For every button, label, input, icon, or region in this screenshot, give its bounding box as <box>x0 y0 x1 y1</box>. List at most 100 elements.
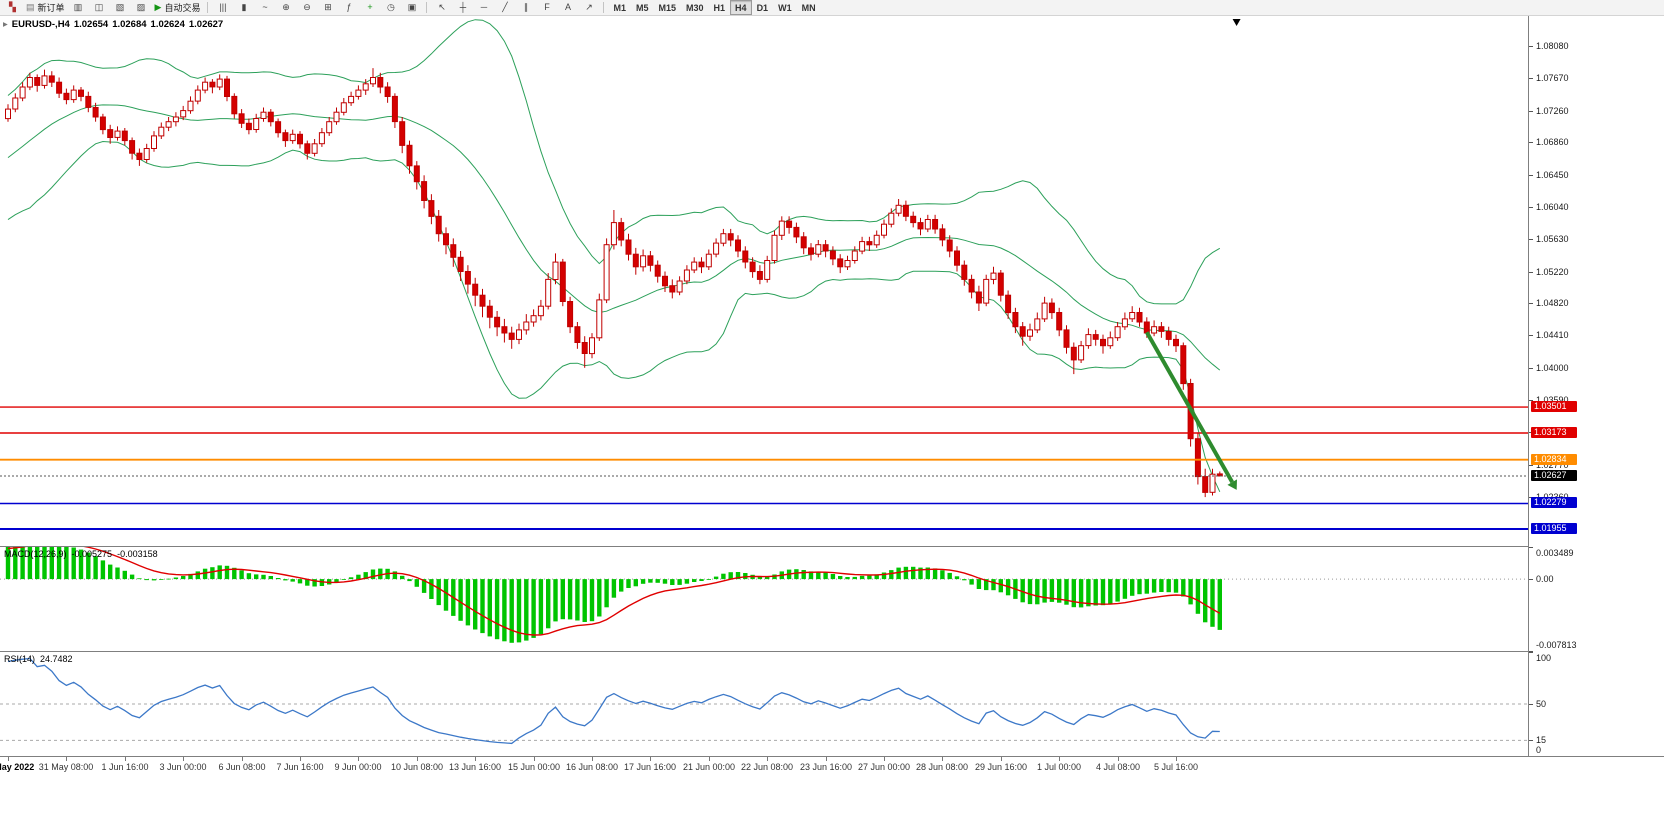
terminal-icon[interactable]: ▨ <box>131 0 152 15</box>
candle-body <box>209 81 216 88</box>
chart-shift-marker[interactable] <box>1232 19 1241 26</box>
cursor-icon[interactable]: ↖ <box>431 0 452 15</box>
candle-body <box>713 242 720 255</box>
zoom-in-icon[interactable]: ⊕ <box>275 0 296 15</box>
macd-name: MACD(12,26,9) <box>4 549 67 559</box>
channel-icon[interactable]: ∥ <box>515 0 536 15</box>
timeframe-m15[interactable]: M15 <box>658 2 677 13</box>
rsi-scale-label: 100 <box>1536 653 1552 663</box>
market-watch-icon[interactable]: ▥ <box>68 0 89 15</box>
candle-body <box>559 261 566 303</box>
templates-icon-glyph: ▣ <box>407 2 417 12</box>
candle-body <box>34 77 41 86</box>
toolbar-separator <box>207 2 209 13</box>
candle-body <box>705 253 712 268</box>
zoom-out-icon[interactable]: ⊖ <box>296 0 317 15</box>
trendline-icon[interactable]: ╱ <box>494 0 515 15</box>
price-badge: 1.01955 <box>1531 523 1577 534</box>
candle-body <box>1027 329 1033 337</box>
price-scale-label: 1.07260 <box>1536 106 1569 116</box>
new-order-button-glyph: ▤ <box>26 2 35 12</box>
auto-trading-button[interactable]: ▶ 自动交易 <box>152 0 204 15</box>
price-chart-canvas[interactable] <box>0 16 1528 546</box>
scale-tick <box>1529 400 1533 401</box>
timeframe-m1[interactable]: M1 <box>613 2 626 13</box>
periods-icon[interactable]: ◷ <box>380 0 401 15</box>
arrow-tool-icon[interactable]: ↗ <box>578 0 599 15</box>
candle-body <box>859 241 866 252</box>
fibonacci-icon-glyph: F <box>544 2 550 12</box>
candle-body <box>5 108 11 120</box>
rsi-panel[interactable]: RSI(14) 24.7482 <box>0 652 1528 756</box>
candle-body <box>19 86 26 99</box>
time-tick <box>1059 757 1060 761</box>
timeframe-d1[interactable]: D1 <box>756 2 769 13</box>
candle-body <box>1107 337 1114 347</box>
templates-icon[interactable]: ▣ <box>401 0 422 15</box>
timeframe-mn[interactable]: MN <box>801 2 816 13</box>
timeframe-h1[interactable]: H1 <box>713 2 726 13</box>
price-scale-axis[interactable]: 1.08080 1.07670 1.07260 1.06860 1.06450 1.060… <box>1528 16 1664 757</box>
candle-body <box>194 89 201 102</box>
candle-body <box>786 220 793 228</box>
scale-tick <box>1529 207 1533 208</box>
timeframe-h4[interactable]: H4 <box>730 0 752 15</box>
one-click-trading-toggle[interactable]: ▸ <box>3 19 8 30</box>
add-indicator-icon[interactable]: + <box>359 0 380 15</box>
crosshair-icon[interactable]: ┼ <box>452 0 473 15</box>
price-scale-label: 1.05630 <box>1536 234 1569 244</box>
candle-body <box>829 250 836 260</box>
candle-body <box>297 133 303 145</box>
chart-title: ▸ EURUSD-,H4 1.02654 1.02684 1.02624 1.02627 <box>3 19 227 30</box>
timeframe-w1[interactable]: W1 <box>778 2 792 13</box>
horizontal-line-icon-glyph: ─ <box>480 2 488 12</box>
candle-body <box>917 222 924 230</box>
candle-body <box>457 256 464 273</box>
time-tick <box>1001 757 1002 761</box>
time-tick <box>1176 757 1177 761</box>
app-icon[interactable]: ▚ <box>2 0 23 15</box>
macd-panel[interactable]: MACD(12,26,9) -0.005275 -0.003158 <box>0 547 1528 651</box>
trend-arrow-object[interactable] <box>1145 331 1237 490</box>
navigator-icon[interactable]: ▧ <box>110 0 131 15</box>
tile-windows-icon-glyph: ⊞ <box>324 2 332 12</box>
time-tick <box>183 757 184 761</box>
macd-canvas[interactable] <box>0 547 1528 651</box>
horizontal-line-objects[interactable] <box>0 406 1528 530</box>
indicators-icon[interactable]: ƒ <box>338 0 359 15</box>
time-axis-label: 21 Jun 00:00 <box>682 762 736 772</box>
bar-chart-icon-glyph: ||| <box>219 2 227 12</box>
panel-separator[interactable] <box>0 546 1664 547</box>
tile-windows-icon[interactable]: ⊞ <box>317 0 338 15</box>
time-tick <box>8 757 9 761</box>
timeframe-m5[interactable]: M5 <box>635 2 649 13</box>
data-window-icon[interactable]: ◫ <box>89 0 110 15</box>
horizontal-line-icon[interactable]: ─ <box>473 0 494 15</box>
scale-tick <box>1529 465 1533 466</box>
candle-body <box>158 126 165 137</box>
candlestick-chart-icon[interactable]: ▮ <box>233 0 254 15</box>
scale-tick <box>1529 335 1533 336</box>
panel-separator[interactable] <box>0 651 1664 652</box>
macd-signal-value: -0.003158 <box>117 549 158 559</box>
timeframe-m30[interactable]: M30 <box>686 2 704 13</box>
candle-body <box>990 272 997 280</box>
rsi-canvas[interactable] <box>0 652 1528 756</box>
candle-body <box>603 244 610 301</box>
candle-body <box>756 271 763 280</box>
fibonacci-icon[interactable]: F <box>536 0 557 15</box>
candle-body <box>647 255 654 266</box>
new-order-button[interactable]: ▤ 新订单 <box>23 0 68 15</box>
candle-body <box>428 200 435 217</box>
text-icon[interactable]: A <box>557 0 578 15</box>
candle-body <box>275 121 282 134</box>
macd-value: -0.005275 <box>71 549 113 559</box>
price-chart-panel[interactable]: ▸ EURUSD-,H4 1.02654 1.02684 1.02624 1.02627 <box>0 16 1528 546</box>
time-axis-label: 28 Jun 08:00 <box>915 762 969 772</box>
time-tick <box>125 757 126 761</box>
line-chart-icon[interactable]: ~ <box>254 0 275 15</box>
candle-body <box>282 132 289 142</box>
bar-chart-icon[interactable]: ||| <box>212 0 233 15</box>
